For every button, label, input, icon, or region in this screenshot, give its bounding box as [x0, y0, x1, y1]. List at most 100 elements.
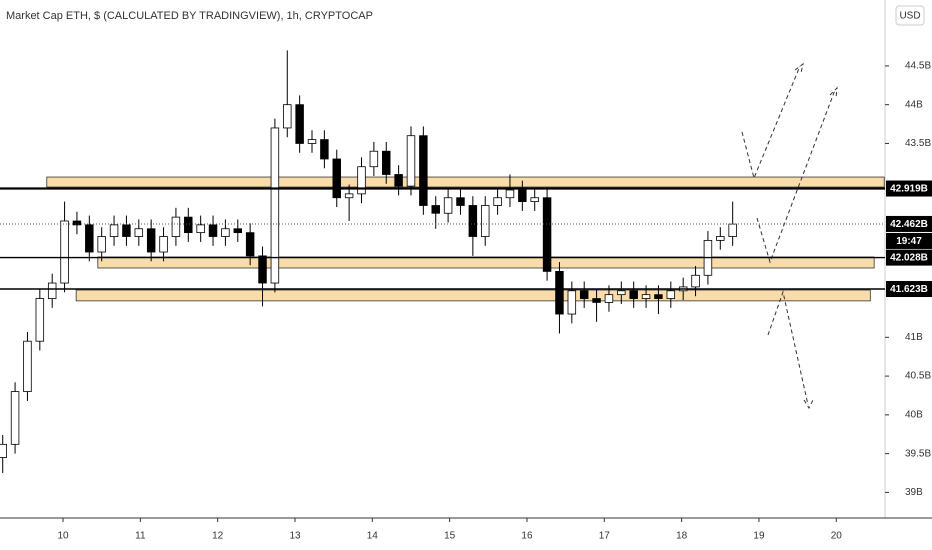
candle — [159, 227, 168, 262]
candle — [555, 262, 564, 334]
candle-body — [0, 443, 7, 458]
candle — [592, 289, 601, 322]
x-tick-label: 19 — [753, 531, 765, 542]
currency-label[interactable]: USD — [899, 11, 920, 22]
candle — [23, 331, 32, 401]
candle — [72, 211, 82, 235]
candle-body — [394, 174, 403, 187]
y-tick-label: 44.5B — [905, 61, 931, 72]
candle-body — [443, 197, 453, 214]
candle-body — [468, 205, 478, 237]
countdown-label: 19:47 — [896, 236, 922, 247]
candle — [394, 165, 403, 196]
candle-body — [307, 139, 317, 144]
price-tag — [886, 180, 932, 197]
arrow-head — [803, 399, 814, 410]
x-tick-label: 11 — [135, 531, 146, 542]
candle-body — [258, 255, 267, 284]
arrow-head — [794, 62, 804, 74]
candle-body — [716, 236, 725, 241]
candle — [196, 215, 205, 242]
candle — [10, 382, 20, 454]
candle — [431, 196, 440, 229]
candle — [382, 141, 391, 184]
y-tick-label: 39.5B — [905, 448, 931, 459]
candle-body — [97, 236, 106, 253]
candle-body — [72, 220, 82, 226]
candle — [629, 281, 638, 308]
candle — [518, 180, 527, 211]
candle — [480, 196, 490, 246]
candle-body — [60, 220, 69, 284]
candle — [604, 285, 614, 312]
x-tick-label: 12 — [212, 531, 224, 542]
candle-body — [245, 232, 255, 257]
candle — [233, 219, 243, 242]
price-tag — [886, 215, 932, 232]
arrow — [756, 89, 836, 264]
candle — [85, 215, 94, 262]
x-tick-label: 14 — [367, 531, 379, 542]
candle-body — [146, 228, 156, 253]
arrow-head — [829, 86, 838, 99]
candle — [530, 188, 539, 211]
candle-body — [344, 193, 354, 199]
candle-body — [35, 298, 45, 342]
candle — [456, 188, 465, 215]
candle-body — [691, 274, 700, 288]
candle — [307, 130, 317, 153]
x-tick-label: 15 — [444, 531, 456, 542]
candle-body — [47, 282, 57, 299]
y-tick-label: 40.5B — [905, 371, 931, 382]
y-tick-label: 43.5B — [905, 138, 931, 149]
candle-body — [357, 166, 366, 195]
candle — [443, 188, 453, 223]
candle-body — [456, 197, 465, 206]
candle — [146, 219, 156, 262]
candle — [716, 227, 725, 250]
currency-button[interactable] — [895, 5, 925, 26]
x-tick-label: 10 — [57, 531, 69, 542]
candle-body — [493, 197, 502, 206]
candle-body — [159, 236, 168, 253]
candle — [171, 207, 181, 246]
candle-body — [518, 189, 527, 203]
candle-body — [196, 224, 205, 234]
price-tag-label: 42.028B — [890, 253, 928, 264]
x-tick-label: 17 — [599, 531, 611, 542]
candle-body — [629, 290, 638, 299]
candle-body — [505, 189, 515, 199]
candle — [419, 126, 428, 215]
candle — [60, 201, 69, 293]
candle-body — [295, 104, 304, 144]
candle-body — [530, 197, 539, 203]
candle — [97, 227, 106, 262]
y-tick-label: 39B — [905, 487, 923, 498]
candle-body — [579, 290, 589, 299]
x-tick-label: 13 — [289, 531, 301, 542]
candle-body — [10, 391, 20, 445]
projection-arrows — [741, 62, 838, 410]
candle-body — [134, 228, 144, 237]
candle — [369, 141, 379, 177]
candle — [332, 149, 341, 208]
candle — [357, 157, 366, 204]
candle-body — [641, 294, 651, 299]
arrow — [767, 290, 809, 406]
y-tick-label: 40B — [905, 410, 923, 421]
candle-body — [85, 224, 94, 253]
candle — [468, 196, 478, 256]
y-tick-label: 44B — [905, 99, 923, 110]
candle — [406, 126, 416, 196]
candle-body — [617, 290, 626, 296]
zone — [97, 256, 875, 269]
candle-body — [221, 228, 230, 237]
candle-body — [320, 139, 329, 160]
x-tick-label: 18 — [676, 531, 688, 542]
candle-body — [592, 298, 601, 303]
candle — [47, 273, 57, 308]
candle-body — [283, 104, 292, 129]
candle-body — [419, 135, 428, 206]
